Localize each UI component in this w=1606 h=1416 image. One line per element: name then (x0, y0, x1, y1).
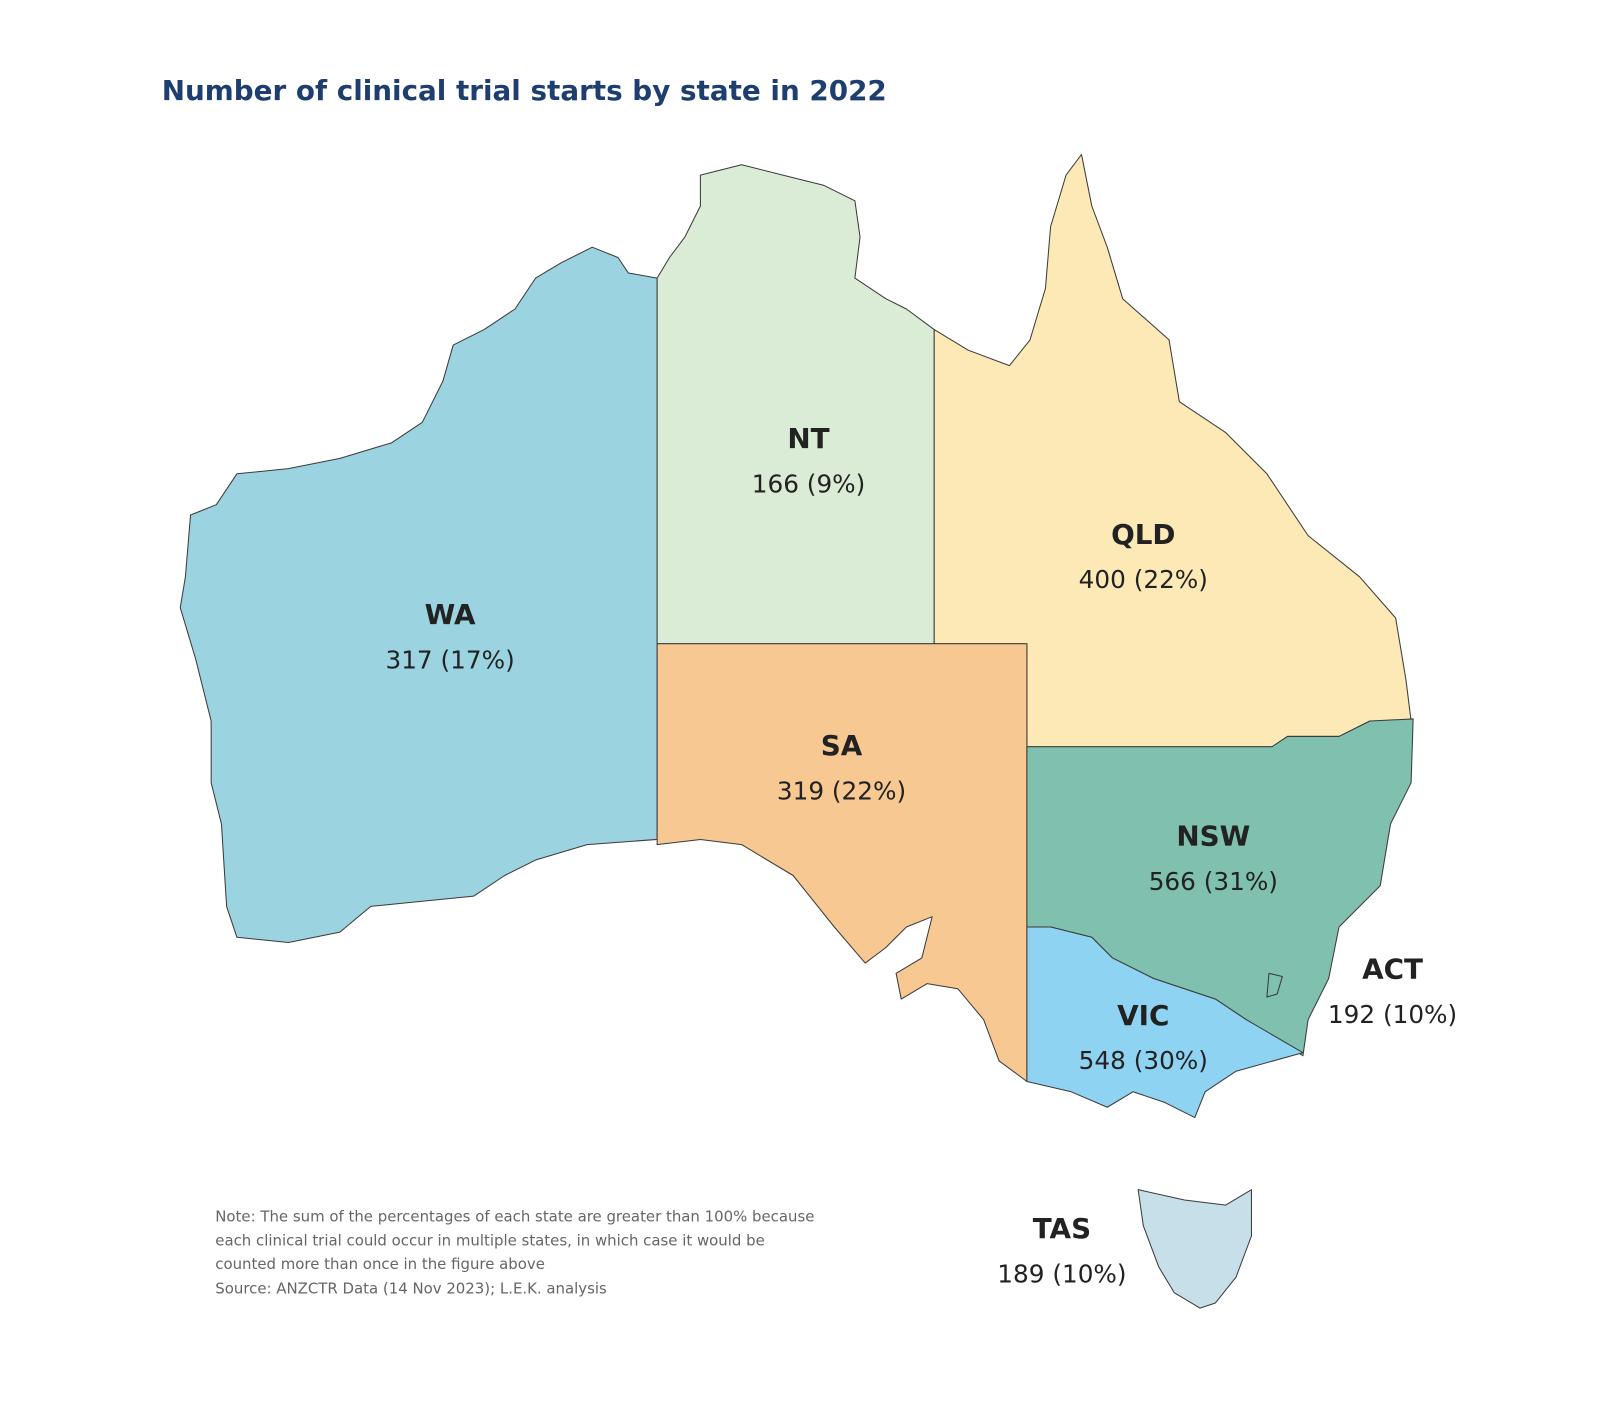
state-tas (1137, 1189, 1252, 1309)
region-name: NT (787, 422, 829, 455)
region-value: 317 (17%) (385, 645, 514, 674)
source: Source: ANZCTR Data (14 Nov 2023); L.E.K… (215, 1280, 607, 1298)
state-vic (1026, 926, 1304, 1119)
region-value: 400 (22%) (1079, 565, 1208, 594)
region-value: 566 (31%) (1149, 867, 1278, 896)
region-name: SA (821, 729, 863, 762)
state-wa (179, 246, 658, 943)
region-value: 189 (10%) (997, 1259, 1126, 1288)
note-line: each clinical trial could occur in multi… (215, 1231, 765, 1249)
state-act (1266, 972, 1283, 998)
region-name: TAS (1033, 1212, 1091, 1245)
region-name: WA (425, 598, 476, 631)
note-line: Note: The sum of the percentages of each… (215, 1208, 814, 1226)
region-name: NSW (1176, 820, 1250, 853)
region-name: QLD (1111, 518, 1175, 551)
region-value: 166 (9%) (752, 469, 866, 498)
region-value: 192 (10%) (1328, 1000, 1457, 1029)
region-value: 548 (30%) (1079, 1046, 1208, 1075)
note-line: counted more than once in the figure abo… (215, 1255, 545, 1273)
state-sa (656, 643, 1028, 1083)
region-name: VIC (1117, 999, 1169, 1032)
state-nt (656, 164, 935, 645)
title: Number of clinical trial starts by state… (162, 74, 887, 107)
region-name: ACT (1362, 953, 1423, 986)
region-value: 319 (22%) (777, 776, 906, 805)
